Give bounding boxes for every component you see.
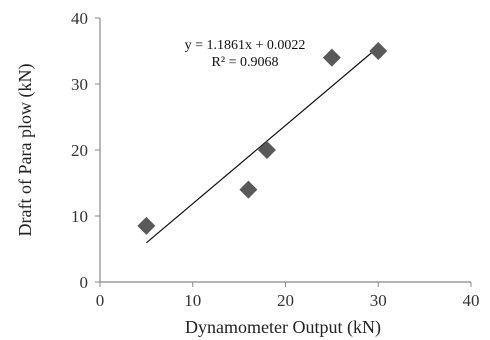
- data-point-marker: [239, 180, 258, 199]
- data-point-marker: [322, 48, 341, 67]
- trendline: [145, 46, 379, 244]
- y-axis-ticks: 0 10 20 30 40: [71, 9, 100, 292]
- y-tick-label: 10: [71, 207, 88, 226]
- data-point-marker: [137, 216, 156, 235]
- r-squared-label: R² = 0.9068: [212, 55, 279, 70]
- x-tick-label: 30: [370, 291, 387, 310]
- y-tick-label: 30: [71, 75, 88, 94]
- x-axis-ticks: 0 10 20 30 40: [96, 282, 480, 310]
- x-axis-title: Dynamometer Output (kN): [185, 317, 381, 338]
- y-tick-label: 20: [71, 141, 88, 160]
- axes: [99, 18, 471, 283]
- trendline-equation: y = 1.1861x + 0.0022: [185, 38, 306, 53]
- x-tick-label: 40: [463, 291, 480, 310]
- y-tick-label: 40: [71, 9, 88, 28]
- y-tick-label: 0: [80, 273, 89, 292]
- x-tick-label: 0: [96, 291, 105, 310]
- data-point-marker: [369, 42, 388, 60]
- x-tick-label: 10: [184, 291, 201, 310]
- data-point-marker: [257, 141, 276, 159]
- y-axis-title: Draft of Para plow (kN): [15, 64, 36, 237]
- x-tick-label: 20: [277, 291, 294, 310]
- data-points: [137, 42, 388, 235]
